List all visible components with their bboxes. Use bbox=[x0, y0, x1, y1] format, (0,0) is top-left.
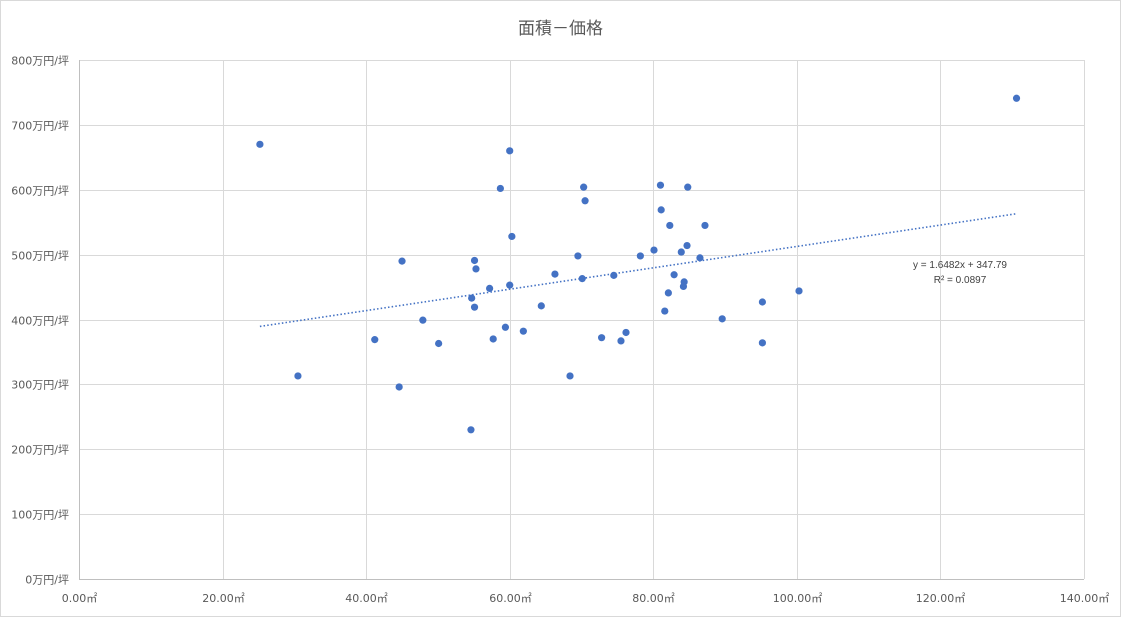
x-tick-label: 140.00㎡ bbox=[1060, 592, 1110, 605]
data-point bbox=[670, 271, 678, 279]
y-tick-label: 0万円/坪 bbox=[25, 574, 69, 587]
data-point bbox=[598, 334, 606, 342]
data-point bbox=[657, 206, 665, 214]
data-point bbox=[470, 303, 479, 311]
x-tick-label: 20.00㎡ bbox=[202, 592, 245, 605]
trendline-r-squared: R² = 0.0897 bbox=[934, 275, 987, 286]
data-point bbox=[656, 181, 665, 189]
y-tick-label: 100万円/坪 bbox=[11, 509, 69, 522]
data-point bbox=[758, 339, 767, 347]
data-point bbox=[486, 284, 494, 292]
data-point bbox=[508, 232, 516, 241]
data-point bbox=[256, 140, 264, 148]
data-point bbox=[574, 252, 582, 260]
chart-title: 面積－価格 bbox=[518, 19, 603, 39]
data-point bbox=[664, 289, 672, 297]
trendline-equation: y = 1.6482x + 347.79 bbox=[913, 260, 1007, 271]
data-point bbox=[758, 298, 767, 306]
y-tick-label: 800万円/坪 bbox=[11, 55, 69, 68]
x-tick-label: 40.00㎡ bbox=[345, 592, 388, 605]
data-point bbox=[519, 327, 527, 335]
y-tick-label: 300万円/坪 bbox=[11, 379, 69, 392]
data-point bbox=[701, 221, 709, 230]
data-point bbox=[580, 183, 588, 191]
data-point bbox=[661, 307, 669, 315]
data-point bbox=[718, 315, 726, 323]
data-point bbox=[435, 339, 443, 348]
data-point bbox=[496, 184, 504, 193]
data-point bbox=[371, 336, 379, 344]
x-tick-label: 0.00㎡ bbox=[62, 592, 98, 605]
y-tick-label: 700万円/坪 bbox=[11, 120, 69, 133]
x-tick-label: 120.00㎡ bbox=[916, 592, 966, 605]
y-tick-label: 400万円/坪 bbox=[11, 315, 69, 328]
data-point bbox=[501, 323, 510, 331]
y-tick-label: 600万円/坪 bbox=[11, 185, 69, 198]
data-point bbox=[684, 183, 692, 191]
data-point bbox=[537, 302, 545, 310]
data-point bbox=[683, 241, 691, 250]
data-point bbox=[636, 252, 644, 260]
x-tick-label: 60.00㎡ bbox=[489, 592, 532, 605]
data-point bbox=[578, 275, 586, 283]
data-point bbox=[489, 335, 497, 343]
data-point bbox=[566, 372, 574, 380]
data-point bbox=[610, 271, 618, 279]
y-tick-label: 500万円/坪 bbox=[11, 250, 69, 263]
data-point bbox=[470, 256, 479, 265]
y-tick-label: 200万円/坪 bbox=[11, 444, 69, 457]
x-tick-label: 100.00㎡ bbox=[773, 592, 823, 605]
data-point bbox=[506, 147, 514, 155]
data-point bbox=[294, 372, 302, 380]
data-point bbox=[467, 426, 475, 434]
data-point bbox=[1012, 94, 1021, 102]
data-point bbox=[581, 197, 589, 205]
data-point bbox=[696, 254, 704, 262]
data-point bbox=[795, 287, 803, 295]
data-point bbox=[650, 246, 658, 254]
data-point bbox=[680, 278, 688, 286]
data-point bbox=[419, 316, 427, 324]
data-point bbox=[395, 383, 403, 391]
data-point bbox=[551, 270, 559, 278]
data-point bbox=[622, 328, 630, 337]
data-point bbox=[506, 281, 514, 289]
data-point bbox=[468, 294, 476, 302]
data-point bbox=[617, 337, 625, 345]
data-point bbox=[472, 265, 480, 273]
x-tick-label: 80.00㎡ bbox=[632, 592, 675, 605]
trendline bbox=[259, 212, 1017, 328]
data-point bbox=[666, 221, 674, 230]
data-point bbox=[398, 257, 406, 265]
data-point bbox=[677, 248, 685, 256]
